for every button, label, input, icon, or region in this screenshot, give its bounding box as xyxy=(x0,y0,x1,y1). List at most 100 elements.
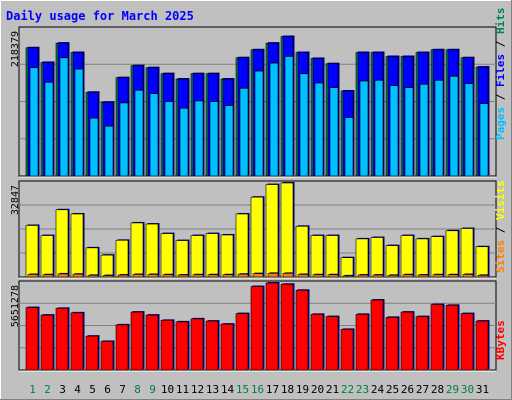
pages-bar xyxy=(389,85,399,177)
sites-bar xyxy=(27,274,39,278)
pages-bar xyxy=(194,100,204,177)
kbytes-bar xyxy=(130,311,144,371)
pages-bar xyxy=(29,67,39,177)
x-tick-label: 11 xyxy=(176,383,189,396)
visits-bar xyxy=(40,235,54,278)
x-tick-label: 27 xyxy=(416,383,429,396)
pages-bar xyxy=(59,57,69,177)
x-tick-label: 31 xyxy=(476,383,489,396)
kbytes-bar xyxy=(430,304,444,371)
pages-bar xyxy=(344,117,354,177)
pages-bar xyxy=(269,62,279,177)
kbytes-bar xyxy=(400,311,414,371)
sites-bar xyxy=(42,274,54,278)
sites-bar xyxy=(357,274,369,278)
kbytes-bar xyxy=(205,320,219,371)
visits-bar xyxy=(160,233,174,278)
pages-bar xyxy=(449,76,459,177)
visits-bar xyxy=(145,223,159,278)
sites-bar xyxy=(387,275,399,278)
visits-panel-max-label: 32847 xyxy=(10,185,21,215)
kbytes-bar xyxy=(385,317,399,371)
x-tick-label: 25 xyxy=(386,383,399,396)
sites-bar xyxy=(102,275,114,278)
visits-bar xyxy=(100,254,114,278)
sites-bar xyxy=(402,274,414,278)
pages-bar xyxy=(404,87,414,177)
sites-bar xyxy=(342,275,354,278)
x-tick-label: 30 xyxy=(461,383,474,396)
x-tick-label: 5 xyxy=(89,383,96,396)
hits-panel-max-label: 218379 xyxy=(10,31,21,67)
kbytes-bar xyxy=(70,312,84,371)
sites-bar xyxy=(192,274,204,278)
x-tick-label: 7 xyxy=(119,383,126,396)
x-tick-label: 19 xyxy=(296,383,309,396)
x-tick-label: 10 xyxy=(161,383,174,396)
visits-bar xyxy=(175,240,189,278)
kbytes-bar xyxy=(370,299,384,371)
sites-bar xyxy=(72,273,84,278)
visits-bar xyxy=(280,182,294,278)
visits-bar xyxy=(385,245,399,278)
sites-bar xyxy=(462,274,474,278)
kbytes-bar xyxy=(235,313,249,371)
pages-bar xyxy=(314,82,324,177)
kbytes-bar xyxy=(115,324,129,371)
x-tick-label: 29 xyxy=(446,383,459,396)
pages-bar xyxy=(179,107,189,177)
chart-title: Daily usage for March 2025 xyxy=(6,9,194,23)
visits-bar xyxy=(370,237,384,278)
pages-bar xyxy=(479,103,489,177)
pages-bar xyxy=(299,73,309,177)
x-tick-label: 14 xyxy=(221,383,235,396)
kbytes-bar xyxy=(265,282,279,371)
x-tick-label: 18 xyxy=(281,383,294,396)
sites-bar xyxy=(252,273,264,278)
sites-bar xyxy=(177,274,189,278)
visits-bar xyxy=(235,213,249,278)
visits-bar xyxy=(130,222,144,278)
pages-bar xyxy=(224,105,234,177)
kbytes-panel-legend: KBytes xyxy=(494,320,507,360)
visits-bar xyxy=(310,235,324,278)
kbytes-bar xyxy=(475,320,489,371)
x-tick-label: 8 xyxy=(134,383,141,396)
kbytes-bar xyxy=(145,314,159,371)
kbytes-bar xyxy=(40,314,54,371)
pages-bar xyxy=(329,87,339,177)
sites-bar xyxy=(447,274,459,278)
x-tick-label: 28 xyxy=(431,383,444,396)
pages-bar xyxy=(254,70,264,177)
pages-bar xyxy=(209,101,219,177)
visits-bar xyxy=(265,184,279,278)
visits-bar xyxy=(445,230,459,278)
visits-bar xyxy=(85,247,99,278)
sites-bar xyxy=(477,275,489,278)
visits-panel-legend: Sites / Visits xyxy=(494,180,507,273)
sites-bar-shadow xyxy=(344,274,355,276)
visits-bar xyxy=(250,196,264,278)
kbytes-bar xyxy=(295,289,309,371)
x-tick-label: 20 xyxy=(311,383,324,396)
sites-bar xyxy=(432,274,444,278)
x-tick-label: 12 xyxy=(191,383,204,396)
sites-bar xyxy=(207,274,219,278)
visits-bar xyxy=(205,233,219,278)
sites-bar xyxy=(282,273,294,278)
kbytes-bar xyxy=(100,341,114,371)
pages-bar xyxy=(359,80,369,177)
hits-panel-legend: Pages / Files / Hits xyxy=(494,8,507,141)
visits-bar xyxy=(355,238,369,278)
x-tick-label: 13 xyxy=(206,383,219,396)
sites-bar xyxy=(312,274,324,278)
visits-bar xyxy=(55,209,69,278)
kbytes-bar xyxy=(250,286,264,371)
sites-bar xyxy=(372,274,384,278)
sites-bar xyxy=(132,274,144,278)
kbytes-bar xyxy=(355,314,369,371)
kbytes-bar xyxy=(310,314,324,371)
kbytes-bar xyxy=(415,316,429,371)
pages-bar xyxy=(164,101,174,177)
